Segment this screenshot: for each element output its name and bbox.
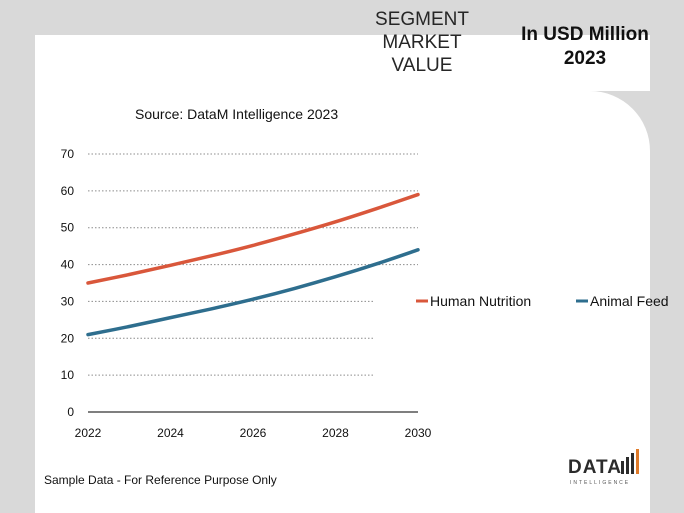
legend-label: Animal Feed bbox=[590, 293, 669, 309]
segment-title-line: VALUE bbox=[391, 55, 453, 76]
logo-bars-icon bbox=[621, 449, 639, 474]
segment-title-line: MARKET bbox=[382, 32, 462, 53]
segment-title-line: SEGMENT bbox=[375, 9, 469, 30]
x-tick-label: 2030 bbox=[405, 426, 432, 440]
logo-wordmark: DATA bbox=[568, 457, 622, 478]
series-lines bbox=[86, 192, 420, 337]
x-tick-label: 2026 bbox=[240, 426, 267, 440]
x-tick-label: 2024 bbox=[157, 426, 184, 440]
footnote: Sample Data - For Reference Purpose Only bbox=[44, 473, 277, 487]
datam-logo: DATA INTELLIGENCE bbox=[568, 449, 640, 489]
series-line-animal-feed bbox=[86, 248, 420, 337]
source-text: Source: DataM Intelligence 2023 bbox=[135, 106, 339, 122]
y-tick-label: 10 bbox=[61, 368, 75, 382]
logo-subtext: INTELLIGENCE bbox=[570, 480, 631, 486]
legend-label: Human Nutrition bbox=[430, 293, 531, 309]
y-tick-label: 50 bbox=[61, 221, 75, 235]
series-line-human-nutrition bbox=[86, 192, 420, 285]
y-tick-label: 30 bbox=[61, 294, 75, 308]
y-tick-label: 40 bbox=[61, 258, 75, 272]
y-tick-label: 0 bbox=[67, 405, 74, 419]
segment-title: SEGMENT MARKET VALUE bbox=[352, 8, 492, 77]
x-tick-labels: 2022 2024 2026 2028 2030 bbox=[75, 426, 432, 440]
y-tick-label: 70 bbox=[61, 147, 75, 161]
unit-title: In USD Million 2023 bbox=[505, 23, 665, 71]
grid-lines bbox=[88, 153, 418, 376]
x-tick-label: 2028 bbox=[322, 426, 349, 440]
legend: Human Nutrition Animal Feed bbox=[416, 293, 669, 309]
unit-title-line: In USD Million bbox=[521, 24, 649, 45]
x-tick-label: 2022 bbox=[75, 426, 102, 440]
y-tick-labels: 0 10 20 30 40 50 60 70 bbox=[61, 147, 75, 419]
y-tick-label: 20 bbox=[61, 331, 75, 345]
y-tick-label: 60 bbox=[61, 184, 75, 198]
unit-title-year: 2023 bbox=[563, 48, 607, 69]
